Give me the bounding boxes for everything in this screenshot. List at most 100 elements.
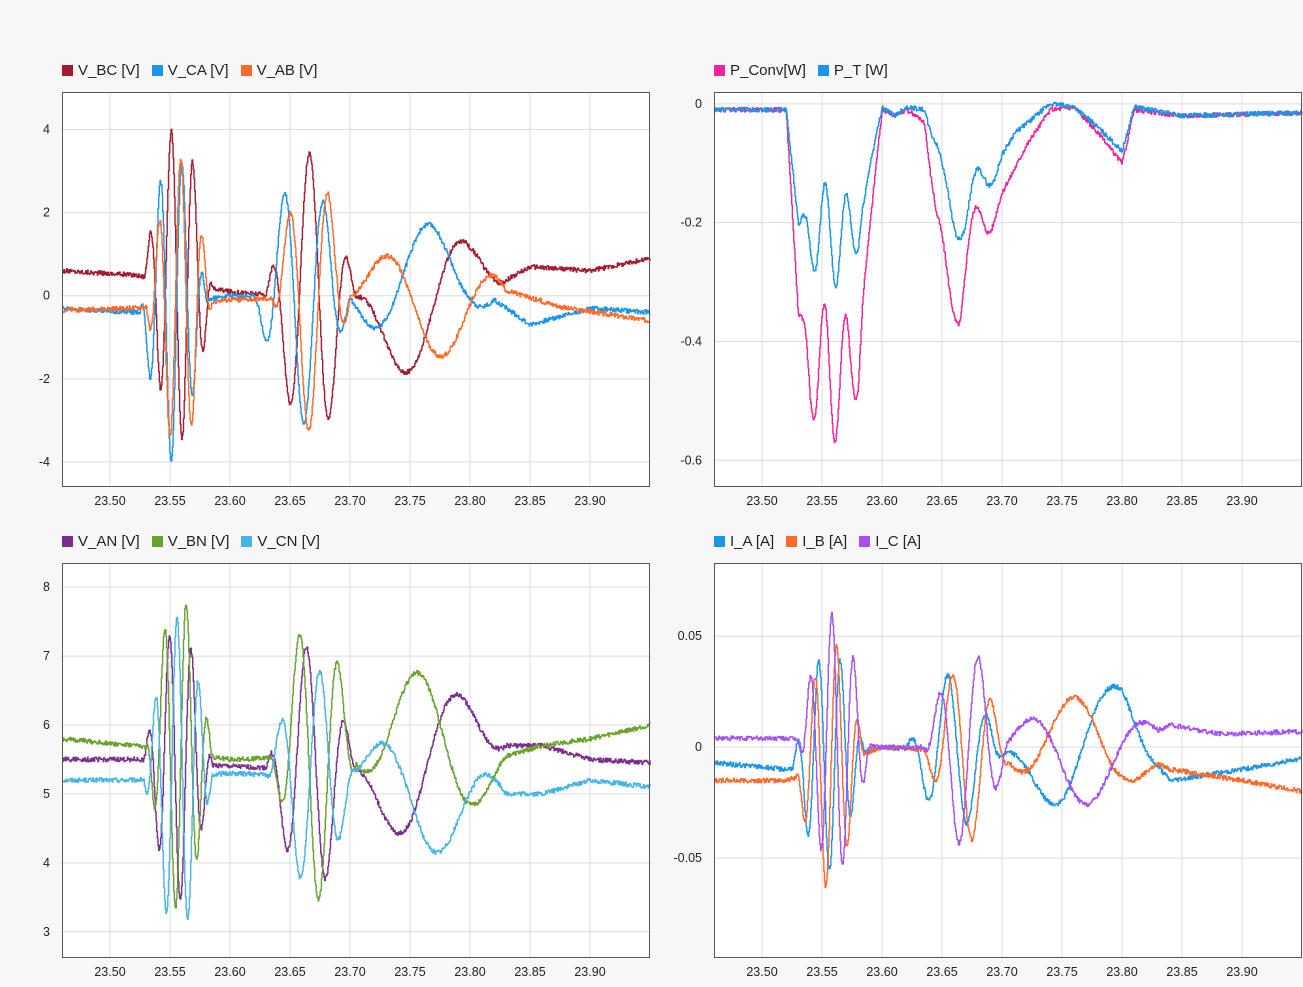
x-tick-label: 23.60 <box>214 965 245 979</box>
y-tick-label: -4 <box>39 455 50 469</box>
plot-background <box>62 92 650 487</box>
x-tick-label: 23.90 <box>1226 965 1257 979</box>
x-tick-label: 23.80 <box>454 494 485 508</box>
x-tick-label: 23.75 <box>1046 965 1077 979</box>
x-tick-label: 23.65 <box>274 965 305 979</box>
x-tick-label: 23.55 <box>806 494 837 508</box>
legend-label: V_AN [V] <box>78 533 140 550</box>
legend-item[interactable]: P_T [W] <box>817 62 888 79</box>
series-line <box>714 101 1303 289</box>
y-tick-label: 0.05 <box>678 629 702 643</box>
x-tick-label: 23.65 <box>274 494 305 508</box>
legend-label: V_CA [V] <box>167 62 229 79</box>
legend-swatch <box>859 536 871 547</box>
legend-item[interactable]: I_B [A] <box>786 533 847 550</box>
y-tick-label: 4 <box>43 122 50 136</box>
x-tick-label: 23.55 <box>806 965 837 979</box>
legend-item[interactable]: I_A [A] <box>714 533 774 550</box>
legend-item[interactable]: V_AN [V] <box>62 533 140 550</box>
legend-item[interactable]: V_BN [V] <box>151 533 230 550</box>
y-tick-label: 5 <box>43 787 50 801</box>
x-tick-label: 23.65 <box>926 494 957 508</box>
legend-item[interactable]: I_C [A] <box>859 533 921 550</box>
legend-item[interactable]: P_Conv[W] <box>714 62 806 79</box>
y-tick-label: 4 <box>43 856 50 870</box>
legend-label: V_CN [V] <box>257 533 320 550</box>
legend-label: I_B [A] <box>802 533 848 550</box>
x-tick-label: 23.75 <box>394 494 425 508</box>
legend-swatch <box>241 536 253 547</box>
x-tick-label: 23.70 <box>334 965 365 979</box>
plot-background <box>714 92 1302 487</box>
x-tick-label: 23.60 <box>866 965 897 979</box>
x-tick-label: 23.60 <box>866 494 897 508</box>
x-tick-label: 23.75 <box>1046 494 1077 508</box>
chart-legend: I_A [A] I_B [A] I_C [A] <box>714 533 921 550</box>
y-tick-label: -0.6 <box>680 453 702 467</box>
x-tick-label: 23.80 <box>1106 965 1137 979</box>
y-tick-label: 7 <box>43 649 50 663</box>
chart-legend: V_BC [V] V_CA [V] V_AB [V] <box>62 62 317 79</box>
x-tick-label: 23.55 <box>154 494 185 508</box>
chart-legend: P_Conv[W] P_T [W] <box>714 62 888 79</box>
y-tick-label: 6 <box>43 718 50 732</box>
legend-swatch <box>240 65 252 76</box>
legend-item[interactable]: V_CA [V] <box>151 62 229 79</box>
series-line <box>714 611 1303 865</box>
legend-swatch <box>714 536 725 547</box>
legend-label: V_AB [V] <box>256 62 318 79</box>
x-tick-label: 23.75 <box>394 965 425 979</box>
y-tick-label: -0.2 <box>680 216 702 230</box>
x-tick-label: 23.90 <box>1226 494 1257 508</box>
y-tick-label: -0.05 <box>674 851 703 865</box>
x-tick-label: 23.50 <box>94 494 125 508</box>
x-tick-label: 23.85 <box>1166 965 1197 979</box>
plot-border <box>62 92 650 487</box>
plot-background <box>714 563 1302 958</box>
x-tick-label: 23.80 <box>1106 494 1137 508</box>
y-tick-label: 3 <box>43 925 50 939</box>
y-tick-label: 0 <box>43 289 50 303</box>
x-tick-label: 23.50 <box>746 494 777 508</box>
series-line <box>714 105 1303 444</box>
plot-border <box>714 563 1302 958</box>
legend-swatch <box>151 65 163 76</box>
legend-label: I_A [A] <box>730 533 775 550</box>
legend-label: V_BN [V] <box>167 533 230 550</box>
x-tick-label: 23.85 <box>514 965 545 979</box>
plot-area[interactable]: 23.50 23.55 23.60 23.65 23.70 23.75 23.80 23.85… <box>43 563 651 984</box>
legend-swatch <box>151 536 163 547</box>
plot-area[interactable]: 23.50 23.55 23.60 23.65 23.70 23.75 23.80 23.85… <box>680 92 1303 513</box>
x-tick-label: 23.60 <box>214 494 245 508</box>
x-tick-label: 23.80 <box>454 965 485 979</box>
y-tick-label: -0.4 <box>680 334 702 348</box>
x-tick-label: 23.50 <box>746 965 777 979</box>
series-line <box>62 162 651 462</box>
legend-swatch <box>62 65 73 76</box>
plot-border <box>62 563 650 958</box>
y-tick-label: 0 <box>695 740 702 754</box>
x-tick-label: 23.55 <box>154 965 185 979</box>
legend-item[interactable]: V_BC [V] <box>62 62 140 79</box>
legend-swatch <box>786 536 798 547</box>
series-line <box>62 616 651 921</box>
plot-area[interactable]: 23.50 23.55 23.60 23.65 23.70 23.75 23.80 23.85… <box>674 563 1303 984</box>
plot-area[interactable]: 23.50 23.55 23.60 23.65 23.70 23.75 23.80 23.85… <box>39 92 651 513</box>
x-tick-label: 23.65 <box>926 965 957 979</box>
legend-item[interactable]: V_CN [V] <box>241 533 320 550</box>
y-tick-label: 8 <box>43 580 50 594</box>
series-line <box>62 158 651 436</box>
legend-swatch <box>817 65 829 76</box>
legend-swatch <box>714 65 725 76</box>
x-tick-label: 23.70 <box>334 494 365 508</box>
x-tick-label: 23.85 <box>514 494 545 508</box>
legend-swatch <box>62 536 73 547</box>
legend-label: P_T [W] <box>833 62 888 79</box>
x-tick-label: 23.90 <box>574 494 605 508</box>
chart-legend: V_AN [V] V_BN [V] V_CN [V] <box>62 533 320 550</box>
y-tick-label: 2 <box>43 206 50 220</box>
series-line <box>62 604 651 909</box>
x-tick-label: 23.90 <box>574 965 605 979</box>
legend-item[interactable]: V_AB [V] <box>240 62 318 79</box>
